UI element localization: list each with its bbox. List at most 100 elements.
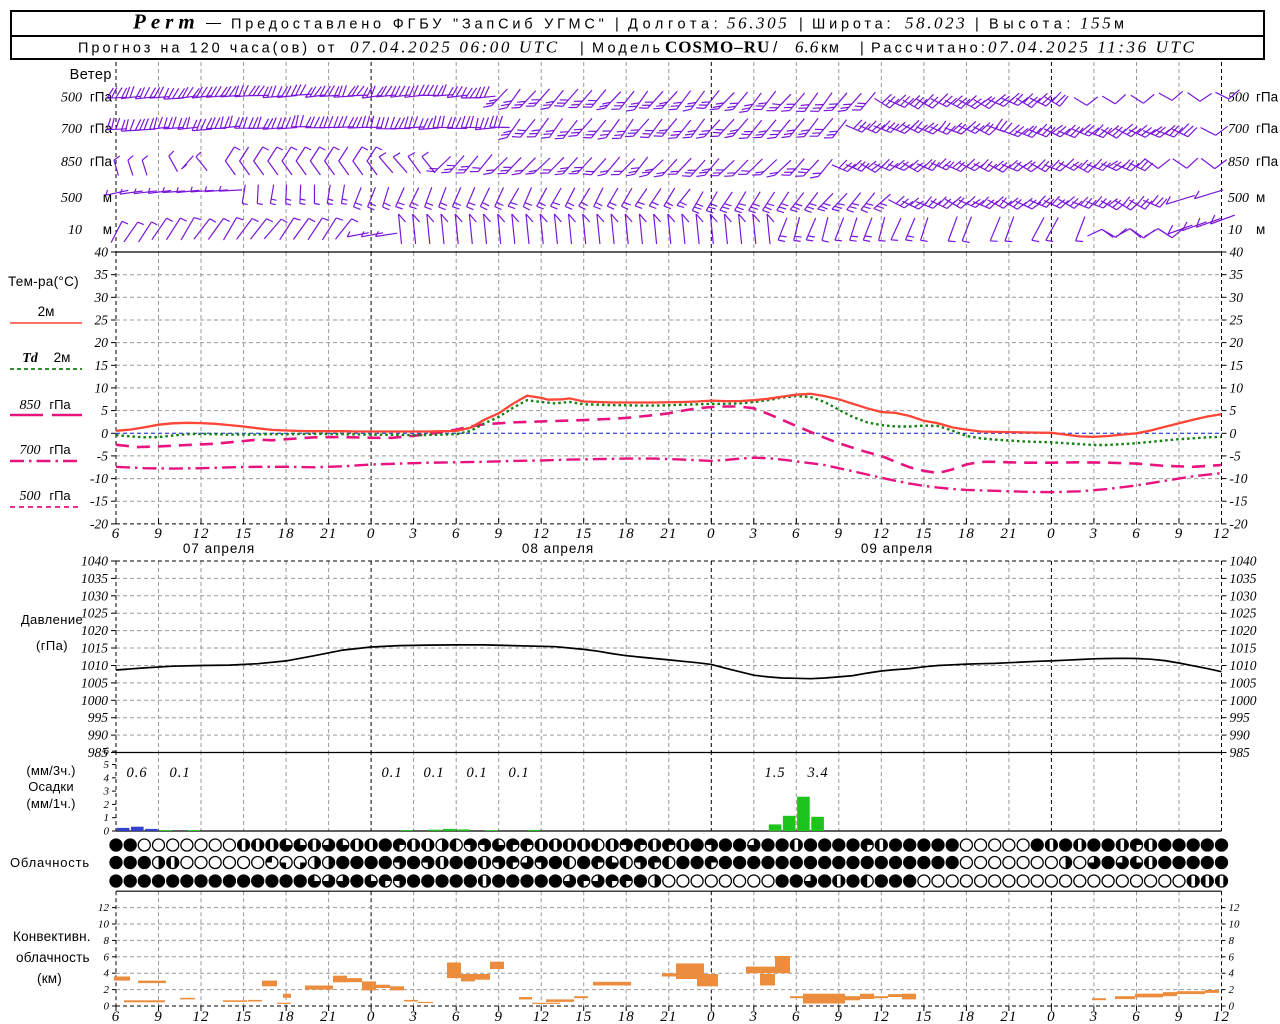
svg-text:6: 6	[112, 1009, 121, 1024]
svg-text:18: 18	[958, 526, 975, 542]
svg-text:-15: -15	[90, 494, 108, 509]
svg-text:985: 985	[88, 745, 109, 760]
svg-text:(гПа): (гПа)	[36, 638, 68, 653]
svg-text:0: 0	[367, 1009, 376, 1024]
svg-text:12: 12	[873, 1009, 890, 1024]
svg-text:18: 18	[618, 1009, 635, 1024]
svg-text:12: 12	[1229, 902, 1241, 914]
svg-text:990: 990	[88, 728, 109, 743]
svg-text:58.023: 58.023	[905, 14, 967, 33]
svg-text:-20: -20	[90, 516, 108, 531]
svg-text:3: 3	[103, 786, 110, 798]
svg-text:1030: 1030	[1230, 588, 1257, 603]
svg-text:Предоставлено ФГБУ "ЗапСиб УГМ: Предоставлено ФГБУ "ЗапСиб УГМС"	[231, 17, 608, 33]
svg-text:м: м	[103, 222, 112, 237]
svg-text:1035: 1035	[1230, 571, 1257, 586]
svg-text:30: 30	[1229, 290, 1244, 305]
svg-text:8: 8	[104, 935, 110, 947]
svg-text:40: 40	[1230, 245, 1244, 260]
svg-text:1030: 1030	[81, 588, 108, 603]
svg-text:м: м	[1114, 17, 1124, 33]
svg-text:12: 12	[533, 526, 550, 542]
svg-text:10: 10	[1229, 919, 1241, 931]
svg-text:Модель: Модель	[592, 41, 663, 57]
svg-text:1: 1	[104, 812, 110, 824]
svg-text:4: 4	[104, 772, 110, 784]
svg-text:1035: 1035	[81, 571, 108, 586]
svg-text:9: 9	[154, 526, 163, 542]
svg-text:1015: 1015	[1230, 641, 1257, 656]
svg-text:1005: 1005	[81, 675, 108, 690]
svg-text:21: 21	[320, 1009, 337, 1024]
svg-text:Долгота:: Долгота:	[628, 17, 722, 33]
svg-text:км: км	[821, 41, 840, 57]
svg-text:25: 25	[95, 313, 109, 328]
svg-text:Конвективн.: Конвективн.	[13, 929, 91, 944]
svg-text:20: 20	[1230, 335, 1244, 350]
svg-text:6: 6	[1132, 1009, 1141, 1024]
svg-text:15: 15	[915, 1009, 932, 1024]
svg-text:-5: -5	[1230, 448, 1241, 463]
svg-text:18: 18	[278, 526, 295, 542]
svg-text:10: 10	[68, 223, 82, 238]
svg-text:облачность: облачность	[16, 950, 90, 965]
svg-text:9: 9	[835, 526, 844, 542]
svg-text:м: м	[1256, 222, 1265, 237]
svg-text:9: 9	[494, 526, 503, 542]
svg-text:15: 15	[235, 526, 252, 542]
svg-text:850: 850	[61, 155, 82, 170]
svg-text:10: 10	[1230, 380, 1244, 395]
svg-text:15: 15	[1230, 358, 1244, 373]
svg-text:гПа: гПа	[49, 397, 71, 412]
svg-text:8: 8	[1229, 935, 1235, 947]
svg-text:6.6: 6.6	[795, 38, 819, 57]
svg-text:1025: 1025	[81, 606, 108, 621]
svg-text:0: 0	[1229, 1001, 1235, 1013]
svg-text:35: 35	[94, 267, 109, 282]
svg-text:1000: 1000	[1230, 693, 1257, 708]
svg-text:6: 6	[104, 951, 110, 963]
svg-text:Perm: Perm	[132, 10, 200, 34]
svg-text:гПа: гПа	[90, 121, 113, 136]
svg-text:1025: 1025	[1230, 606, 1257, 621]
svg-text:700: 700	[61, 122, 82, 137]
svg-text:500: 500	[61, 91, 82, 106]
svg-text:м: м	[103, 190, 112, 205]
svg-text:3.4: 3.4	[806, 765, 828, 781]
svg-text:18: 18	[278, 1009, 295, 1024]
svg-text:1.5: 1.5	[764, 765, 785, 781]
svg-text:0: 0	[367, 526, 376, 542]
svg-text:3: 3	[749, 526, 759, 542]
svg-text:0.1: 0.1	[423, 765, 444, 781]
svg-text:6: 6	[112, 526, 121, 542]
svg-text:15: 15	[95, 358, 109, 373]
svg-text:3: 3	[1089, 526, 1099, 542]
svg-text:6: 6	[452, 526, 461, 542]
svg-text:Тем-ра(°C): Тем-ра(°C)	[8, 274, 79, 289]
svg-text:2: 2	[1229, 984, 1235, 996]
svg-text:Широта:: Широта:	[812, 17, 894, 33]
svg-text:0.1: 0.1	[466, 765, 487, 781]
svg-text:0: 0	[1047, 1009, 1056, 1024]
svg-text:500: 500	[1228, 91, 1249, 106]
svg-text:Td: Td	[22, 351, 39, 366]
svg-text:|: |	[580, 41, 584, 57]
svg-text:гПа: гПа	[1256, 121, 1279, 136]
svg-text:09 апреля: 09 апреля	[861, 541, 933, 556]
svg-text:Высота:: Высота:	[989, 17, 1075, 33]
svg-text:6: 6	[792, 1009, 801, 1024]
svg-text:9: 9	[835, 1009, 844, 1024]
svg-text:0: 0	[101, 426, 108, 441]
svg-text:1005: 1005	[1230, 675, 1257, 690]
svg-text:0.1: 0.1	[169, 765, 190, 781]
svg-text:0.1: 0.1	[381, 765, 402, 781]
svg-text:|: |	[975, 17, 979, 33]
svg-text:гПа: гПа	[90, 90, 113, 105]
svg-text:500: 500	[61, 191, 82, 206]
svg-text:гПа: гПа	[49, 442, 71, 457]
svg-text:12: 12	[873, 526, 890, 542]
svg-text:700: 700	[1228, 122, 1249, 137]
svg-text:0.6: 0.6	[126, 765, 147, 781]
svg-text:0: 0	[1047, 526, 1056, 542]
svg-text:-10: -10	[1230, 471, 1248, 486]
